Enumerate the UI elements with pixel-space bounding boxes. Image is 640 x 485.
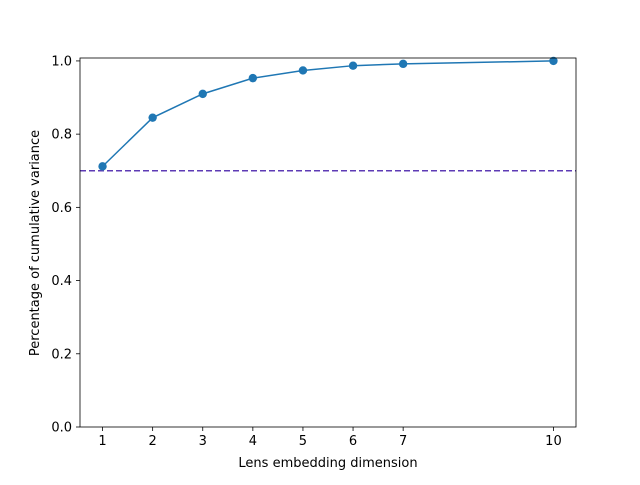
data-point [248,73,258,83]
y-tick-label: 0.4 [51,274,72,289]
x-tick-label: 7 [399,434,407,449]
data-point [98,162,107,171]
series-line [102,60,554,167]
data-point [298,66,308,75]
x-tick-label: 3 [199,434,207,449]
axes: 1 2 3 4 5 6 7 10 0.0 0.2 0.4 0.6 0.8 1.0 [51,54,577,449]
x-tick-label: 4 [249,434,257,449]
data-point [148,113,157,122]
data-point [348,61,358,70]
y-tick-label: 1.0 [51,54,72,69]
x-tick-label: 5 [299,434,307,449]
data-point [198,89,207,99]
x-tick-label: 2 [149,434,157,449]
x-tick-label: 6 [349,434,357,449]
y-axis-label: Percentage of cumulative variance [28,130,43,356]
x-tick-label: 10 [545,434,562,449]
y-tick-label: 0.0 [51,421,72,436]
x-axis-label: Lens embedding dimension [238,456,417,471]
y-tick-label: 0.6 [51,201,72,216]
axes-frame [79,57,577,428]
data-point [398,59,408,69]
data-point [549,56,558,66]
y-tick-label: 0.8 [51,128,72,143]
plot-area [80,56,576,172]
y-tick-label: 0.2 [51,347,72,362]
x-tick-label: 1 [98,434,106,449]
